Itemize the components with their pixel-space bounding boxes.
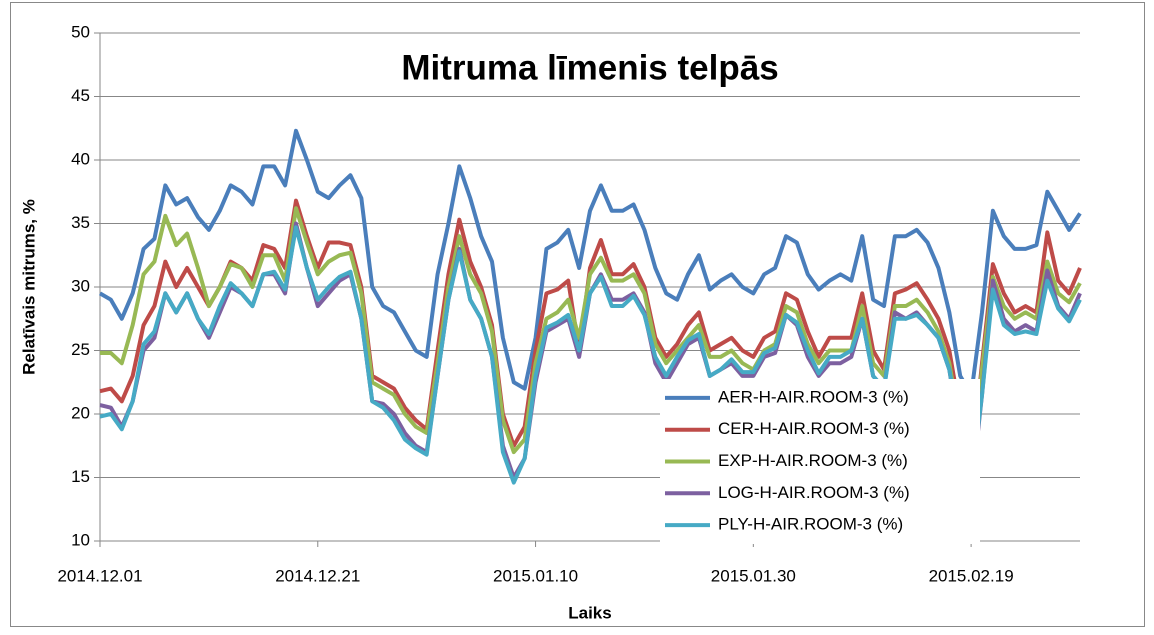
legend-label: PLY-H-AIR.ROOM-3 (%) [718, 515, 903, 534]
x-tick-label: 2014.12.21 [275, 566, 360, 585]
legend-label: AER-H-AIR.ROOM-3 (%) [718, 387, 909, 406]
y-tick-label: 50 [71, 22, 90, 41]
x-tick-label: 2015.01.10 [493, 566, 578, 585]
legend-box [660, 379, 980, 544]
y-tick-label: 40 [71, 149, 90, 168]
y-tick-label: 15 [71, 467, 90, 486]
x-tick-label: 2015.02.19 [929, 566, 1014, 585]
y-tick-label: 45 [71, 86, 90, 105]
series-line [100, 206, 1082, 467]
legend-label: CER-H-AIR.ROOM-3 (%) [718, 419, 910, 438]
y-tick-label: 35 [71, 213, 90, 232]
x-tick-label: 2015.01.30 [711, 566, 796, 585]
x-axis-label: Laiks [568, 603, 611, 622]
y-tick-label: 30 [71, 276, 90, 295]
series-line [98, 128, 1082, 397]
legend-label: EXP-H-AIR.ROOM-3 (%) [718, 451, 908, 470]
x-tick-label: 2014.12.01 [57, 566, 142, 585]
y-tick-label: 20 [71, 403, 90, 422]
y-tick-label: 25 [71, 340, 90, 359]
y-tick-label: 10 [71, 530, 90, 549]
chart-title: Mitruma līmenis telpās [401, 48, 778, 87]
y-axis-label: Relatīvais mitrums, % [19, 199, 38, 375]
series-line [99, 198, 1082, 474]
series-line [99, 225, 1082, 486]
legend-label: LOG-H-AIR.ROOM-3 (%) [718, 483, 910, 502]
